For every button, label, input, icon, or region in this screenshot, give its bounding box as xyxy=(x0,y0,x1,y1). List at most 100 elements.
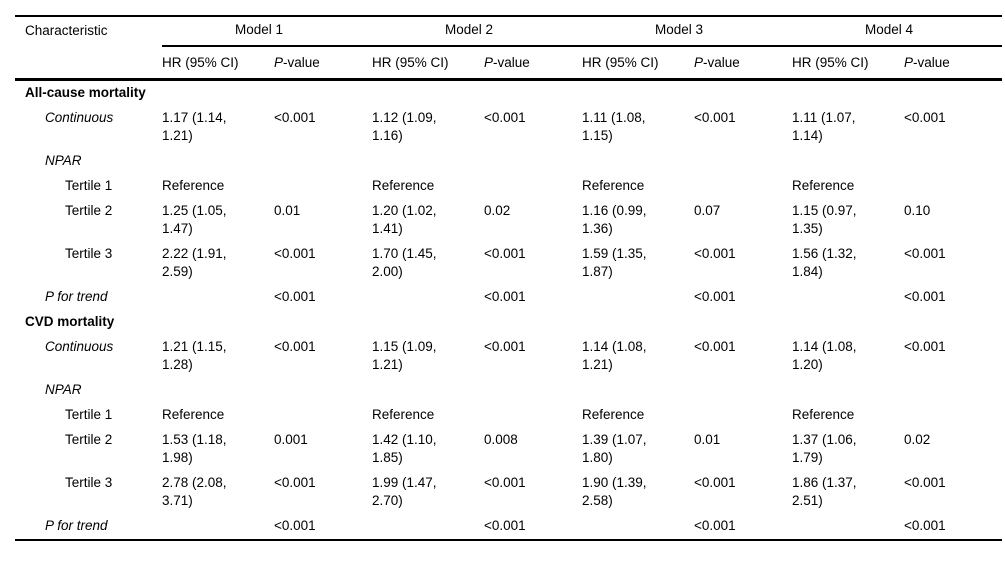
p-value-cell: <0.001 xyxy=(274,514,372,541)
row-label: CVD mortality xyxy=(25,314,115,329)
table-body: All-cause mortality Continuous 1.17 (1.14,… xyxy=(15,80,1002,541)
p-value-cell: <0.001 xyxy=(274,339,316,354)
p-value-cell: 0.02 xyxy=(904,432,931,447)
table-row: Continuous 1.17 (1.14, 1.21) <0.001 1.12 (1… xyxy=(15,106,1002,149)
hr-ci-cell: 2.22 (1.91, 2.59) xyxy=(162,246,227,279)
hr-ci-cell xyxy=(792,285,904,310)
p-value-cell xyxy=(484,174,582,199)
p-value-cell xyxy=(904,174,1002,199)
page: Characteristic Model 1 Model 2 Model 3 M… xyxy=(0,15,1005,568)
hr-ci-cell xyxy=(792,514,904,541)
p-value-cell: <0.001 xyxy=(904,475,946,490)
hr-ci-cell xyxy=(582,378,694,403)
row-label: NPAR xyxy=(45,153,82,168)
p-value-header-rest: -value xyxy=(703,54,740,70)
p-value-cell: <0.001 xyxy=(274,475,316,490)
hr-ci-cell: 1.20 (1.02, 1.41) xyxy=(372,203,437,236)
p-value-cell: <0.001 xyxy=(694,514,792,541)
p-value-header: P-value xyxy=(274,46,372,81)
hr-ci-cell: 1.53 (1.18, 1.98) xyxy=(162,432,227,465)
p-value-header-p: P xyxy=(484,54,494,70)
p-value-cell xyxy=(274,174,372,199)
p-value-cell xyxy=(694,378,792,403)
table-row: CVD mortality xyxy=(15,310,1002,335)
hr-ci-cell: 1.17 (1.14, 1.21) xyxy=(162,110,227,143)
hr-ci-cell xyxy=(582,149,694,174)
model-1-header: Model 1 xyxy=(162,15,372,47)
p-value-header-p: P xyxy=(274,54,284,70)
p-value-cell: <0.001 xyxy=(694,246,736,261)
table-row: P for trend <0.001 <0.001 <0.001 <0.001 xyxy=(15,285,1002,310)
hr-ci-cell: 1.37 (1.06, 1.79) xyxy=(792,432,857,465)
p-value-cell: <0.001 xyxy=(484,289,526,304)
hr-ci-cell xyxy=(582,80,694,107)
p-value-cell: 0.07 xyxy=(694,203,721,218)
hr-ci-cell: 1.14 (1.08, 1.20) xyxy=(792,339,857,372)
row-label: Continuous xyxy=(45,339,114,354)
p-value-header-p: P xyxy=(904,54,914,70)
row-label: Tertile 1 xyxy=(65,178,113,193)
hr-ci-header: HR (95% CI) xyxy=(792,46,904,81)
hr-ci-cell xyxy=(162,285,274,310)
hr-ci-cell xyxy=(162,310,274,335)
hr-ci-cell xyxy=(162,378,274,403)
table-row: NPAR xyxy=(15,378,1002,403)
row-label: NPAR xyxy=(45,382,82,397)
p-value-cell: 0.01 xyxy=(274,203,301,218)
model-4-header: Model 4 xyxy=(792,15,1002,47)
p-value-cell xyxy=(484,378,582,403)
table-row: Continuous 1.21 (1.15, 1.28) <0.001 1.15 (1… xyxy=(15,335,1002,378)
hr-ci-cell xyxy=(582,285,694,310)
table-row: Tertile 3 2.22 (1.91, 2.59) <0.001 1.70 (1.… xyxy=(15,242,1002,285)
hr-ci-cell: 1.16 (0.99, 1.36) xyxy=(582,203,647,236)
p-value-cell xyxy=(484,310,582,335)
hr-ci-cell xyxy=(792,310,904,335)
row-label: Tertile 1 xyxy=(65,407,113,422)
hr-ci-cell xyxy=(372,80,484,107)
p-value-cell: <0.001 xyxy=(904,514,1002,541)
p-value-cell xyxy=(904,403,1002,428)
p-value-cell xyxy=(274,310,372,335)
characteristic-header: Characteristic xyxy=(15,15,162,46)
hr-ci-cell: 1.70 (1.45, 2.00) xyxy=(372,246,437,279)
p-value-header-p: P xyxy=(694,54,704,70)
p-value-cell xyxy=(274,378,372,403)
table-row: NPAR xyxy=(15,149,1002,174)
p-value-cell: <0.001 xyxy=(694,110,736,125)
p-value-cell: <0.001 xyxy=(274,289,316,304)
p-value-cell xyxy=(274,403,372,428)
hr-ci-cell: Reference xyxy=(372,178,435,193)
hr-ci-cell: Reference xyxy=(372,407,435,422)
p-value-cell xyxy=(904,149,1002,174)
hr-ci-cell xyxy=(162,149,274,174)
hr-ci-cell xyxy=(372,514,484,541)
row-label: All-cause mortality xyxy=(25,85,146,100)
hr-ci-cell xyxy=(792,80,904,107)
hr-ci-cell: Reference xyxy=(582,178,645,193)
hr-ci-cell: 1.86 (1.37, 2.51) xyxy=(792,475,857,508)
p-value-cell xyxy=(904,310,1002,335)
hr-ci-cell xyxy=(582,514,694,541)
p-value-cell xyxy=(274,149,372,174)
hr-ci-header: HR (95% CI) xyxy=(162,46,274,81)
p-value-header: P-value xyxy=(694,46,792,81)
p-value-cell: 0.10 xyxy=(904,203,931,218)
hr-ci-cell xyxy=(372,149,484,174)
hr-ci-cell: 1.42 (1.10, 1.85) xyxy=(372,432,437,465)
p-value-cell xyxy=(484,80,582,107)
p-value-cell xyxy=(484,403,582,428)
hr-ci-cell: 1.14 (1.08, 1.21) xyxy=(582,339,647,372)
p-value-cell: <0.001 xyxy=(484,475,526,490)
results-table: Characteristic Model 1 Model 2 Model 3 M… xyxy=(15,15,1002,541)
hr-ci-cell xyxy=(792,149,904,174)
p-value-header-rest: -value xyxy=(913,54,950,70)
subheader-row: HR (95% CI) P-value HR (95% CI) P-value … xyxy=(15,46,1002,81)
hr-ci-cell: Reference xyxy=(792,407,855,422)
table-row: Tertile 1 Reference Reference Reference Refe… xyxy=(15,403,1002,428)
p-value-cell: 0.01 xyxy=(694,432,721,447)
p-value-cell: <0.001 xyxy=(274,246,316,261)
hr-ci-cell: 1.99 (1.47, 2.70) xyxy=(372,475,437,508)
p-value-cell: <0.001 xyxy=(484,514,582,541)
hr-ci-cell: 1.39 (1.07, 1.80) xyxy=(582,432,647,465)
hr-ci-cell: 1.11 (1.07, 1.14) xyxy=(792,110,856,143)
